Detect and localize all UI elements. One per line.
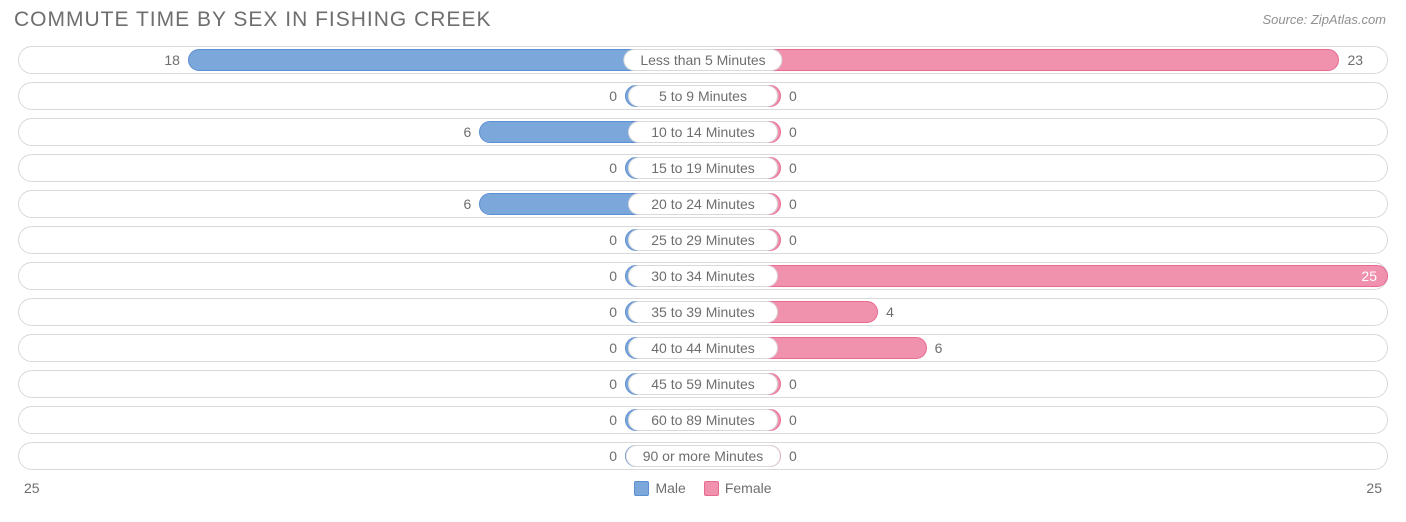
category-label: 60 to 89 Minutes (628, 409, 778, 431)
chart-area: 18 23 Less than 5 Minutes 0 0 5 to 9 Minutes 6… (0, 36, 1406, 470)
male-half: 0 (19, 227, 703, 253)
male-value: 18 (164, 47, 180, 73)
male-value: 6 (464, 191, 472, 217)
female-bar (703, 49, 1339, 71)
chart-row: 0 4 35 to 39 Minutes (18, 298, 1388, 326)
female-value: 0 (789, 191, 797, 217)
legend-label-female: Female (725, 480, 772, 496)
male-value: 0 (609, 263, 617, 289)
male-half: 0 (19, 335, 703, 361)
female-value: 6 (935, 335, 943, 361)
axis-max-left: 25 (24, 480, 40, 496)
female-value: 0 (789, 407, 797, 433)
female-value: 0 (789, 443, 797, 469)
category-label: 30 to 34 Minutes (628, 265, 778, 287)
male-half: 0 (19, 299, 703, 325)
female-half: 0 (703, 227, 1387, 253)
female-value: 25 (1361, 263, 1377, 289)
category-label: Less than 5 Minutes (623, 49, 782, 71)
chart-row: 0 0 45 to 59 Minutes (18, 370, 1388, 398)
chart-container: COMMUTE TIME BY SEX IN FISHING CREEK Sou… (0, 0, 1406, 522)
male-half: 0 (19, 155, 703, 181)
male-half: 0 (19, 83, 703, 109)
male-value: 0 (609, 407, 617, 433)
chart-row: 0 6 40 to 44 Minutes (18, 334, 1388, 362)
category-label: 10 to 14 Minutes (628, 121, 778, 143)
chart-row: 6 0 10 to 14 Minutes (18, 118, 1388, 146)
category-label: 25 to 29 Minutes (628, 229, 778, 251)
female-half: 25 (703, 263, 1387, 289)
female-half: 0 (703, 443, 1387, 469)
male-value: 0 (609, 83, 617, 109)
category-label: 45 to 59 Minutes (628, 373, 778, 395)
category-label: 5 to 9 Minutes (628, 85, 778, 107)
category-label: 20 to 24 Minutes (628, 193, 778, 215)
chart-row: 0 0 60 to 89 Minutes (18, 406, 1388, 434)
category-label: 40 to 44 Minutes (628, 337, 778, 359)
male-half: 6 (19, 191, 703, 217)
female-half: 0 (703, 119, 1387, 145)
female-value: 4 (886, 299, 894, 325)
chart-row: 18 23 Less than 5 Minutes (18, 46, 1388, 74)
female-half: 6 (703, 335, 1387, 361)
legend: Male Female (634, 480, 771, 496)
legend-swatch-male (634, 481, 649, 496)
category-label: 35 to 39 Minutes (628, 301, 778, 323)
chart-row: 0 0 90 or more Minutes (18, 442, 1388, 470)
source-attribution: Source: ZipAtlas.com (1262, 8, 1386, 27)
axis-max-right: 25 (1366, 480, 1382, 496)
chart-row: 0 0 5 to 9 Minutes (18, 82, 1388, 110)
male-half: 0 (19, 443, 703, 469)
legend-item-male: Male (634, 480, 685, 496)
male-half: 6 (19, 119, 703, 145)
male-half: 0 (19, 407, 703, 433)
footer: 25 Male Female 25 (0, 478, 1406, 496)
female-value: 0 (789, 155, 797, 181)
female-half: 0 (703, 371, 1387, 397)
chart-row: 0 0 25 to 29 Minutes (18, 226, 1388, 254)
female-half: 0 (703, 407, 1387, 433)
male-half: 0 (19, 263, 703, 289)
female-half: 0 (703, 155, 1387, 181)
category-label: 90 or more Minutes (626, 445, 781, 467)
female-value: 0 (789, 83, 797, 109)
female-half: 4 (703, 299, 1387, 325)
male-value: 0 (609, 371, 617, 397)
male-value: 0 (609, 335, 617, 361)
chart-row: 0 0 15 to 19 Minutes (18, 154, 1388, 182)
female-value: 23 (1347, 47, 1363, 73)
legend-item-female: Female (704, 480, 772, 496)
female-half: 0 (703, 83, 1387, 109)
female-half: 23 (703, 47, 1387, 73)
female-half: 0 (703, 191, 1387, 217)
chart-row: 0 25 30 to 34 Minutes (18, 262, 1388, 290)
female-value: 0 (789, 371, 797, 397)
female-bar (703, 265, 1388, 287)
female-value: 0 (789, 227, 797, 253)
category-label: 15 to 19 Minutes (628, 157, 778, 179)
male-value: 6 (464, 119, 472, 145)
chart-row: 6 0 20 to 24 Minutes (18, 190, 1388, 218)
male-value: 0 (609, 227, 617, 253)
header: COMMUTE TIME BY SEX IN FISHING CREEK Sou… (0, 0, 1406, 36)
male-value: 0 (609, 155, 617, 181)
male-half: 0 (19, 371, 703, 397)
male-half: 18 (19, 47, 703, 73)
male-value: 0 (609, 443, 617, 469)
chart-title: COMMUTE TIME BY SEX IN FISHING CREEK (14, 8, 491, 32)
male-value: 0 (609, 299, 617, 325)
female-value: 0 (789, 119, 797, 145)
legend-swatch-female (704, 481, 719, 496)
legend-label-male: Male (655, 480, 685, 496)
